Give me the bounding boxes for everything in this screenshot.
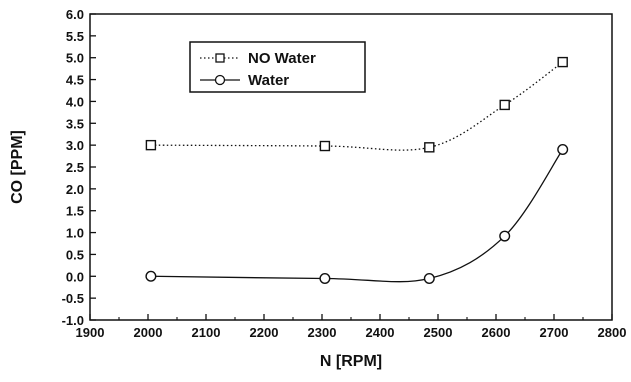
x-axis-title: N [RPM] [320,353,382,370]
data-point-square [557,56,568,68]
x-tick-label: 2800 [598,325,627,340]
y-tick-label: 6.0 [66,7,84,22]
legend-marker-water [214,74,226,86]
series-layer [145,56,569,284]
y-tick-label: 4.0 [66,94,84,109]
y-axis-title: CO [PPM] [9,130,26,204]
data-point-circle [557,144,569,156]
data-point-square [424,142,435,153]
legend: NO Water Water [189,41,366,93]
y-tick-label: 3.5 [66,116,84,131]
x-tick-label: 2700 [540,325,569,340]
y-tick-label: 0.5 [66,247,84,262]
x-tick-label: 2600 [482,325,511,340]
y-tick-label: -0.5 [62,291,84,306]
legend-box [189,41,366,93]
y-tick-label: 0.0 [66,269,84,284]
x-tick-label: 2100 [192,325,221,340]
legend-marker-no-water [215,53,225,63]
y-tick-label: 2.5 [66,160,84,175]
data-point-circle [145,270,157,282]
data-point-square [319,140,331,152]
data-point-circle [499,230,511,242]
x-tick-label: 2000 [134,325,163,340]
data-point-square [499,99,510,111]
x-tick-label: 2300 [308,325,337,340]
legend-label-no-water: NO Water [248,50,316,67]
y-tick-label: 5.5 [66,29,84,44]
y-tick-label: 1.5 [66,204,84,219]
x-tick-label: 2200 [250,325,279,340]
data-point-circle [423,272,435,284]
data-point-square [145,139,157,151]
y-axis: -1.0 -0.5 0.0 0.5 1.0 1.5 2.0 2.5 3.0 3.5 4.0 4.5 5.… [62,7,96,328]
x-tick-label: 2400 [366,325,395,340]
y-tick-label: 1.0 [66,226,84,241]
y-tick-label: 2.0 [66,182,84,197]
y-tick-label: 5.0 [66,51,84,66]
x-tick-label: 1900 [76,325,105,340]
legend-label-water: Water [248,72,289,89]
x-axis: 1900 2000 2100 2200 2300 2400 2500 2600 2700 2800 [76,314,627,340]
y-tick-label: -1.0 [62,313,84,328]
data-point-circle [319,272,331,284]
y-tick-label: 4.5 [66,73,84,88]
series-line-1 [150,149,564,283]
x-tick-label: 2500 [424,325,453,340]
y-tick-label: 3.0 [66,138,84,153]
